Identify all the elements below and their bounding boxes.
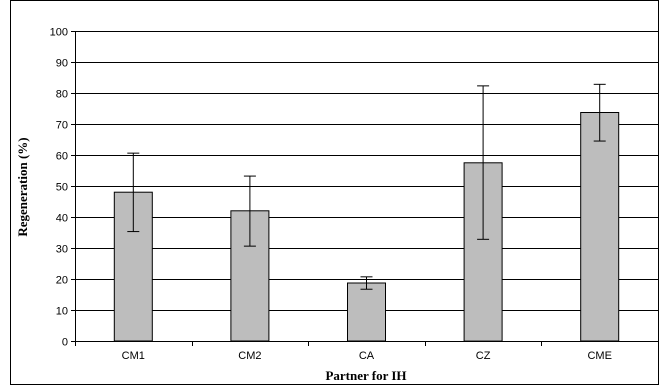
gridlines [75, 31, 658, 311]
x-tick-label: CA [359, 350, 375, 362]
bar-ca [347, 282, 386, 342]
x-tick-label: CM1 [122, 350, 145, 362]
y-tick-label: 60 [56, 151, 68, 163]
error-bars [127, 83, 606, 290]
bar-cme [580, 112, 620, 342]
y-tick-label: 30 [56, 244, 68, 256]
x-tick-label: CZ [476, 350, 491, 362]
y-axis-label: Regeneration (%) [15, 137, 30, 236]
y-tick-label: 20 [56, 275, 68, 287]
y-tick-label: 10 [56, 306, 68, 318]
y-tick-label: 70 [56, 120, 68, 132]
y-tick-label: 100 [50, 27, 68, 39]
x-axis-label: Partner for IH [325, 368, 406, 383]
y-axis-ticks: 0 10 20 30 40 50 60 70 80 90 100 [50, 27, 75, 349]
y-tick-label: 50 [56, 182, 68, 194]
x-tick-label: CME [587, 350, 611, 362]
x-tick-label: CM2 [238, 350, 261, 362]
y-tick-label: 90 [56, 58, 68, 70]
y-tick-label: 80 [56, 89, 68, 101]
y-tick-label: 0 [62, 337, 68, 349]
x-axis-ticks: CM1 CM2 CA CZ CME [75, 341, 659, 362]
y-tick-label: 40 [56, 213, 68, 225]
bar-cm2 [230, 210, 270, 342]
outer-border [10, 0, 659, 385]
